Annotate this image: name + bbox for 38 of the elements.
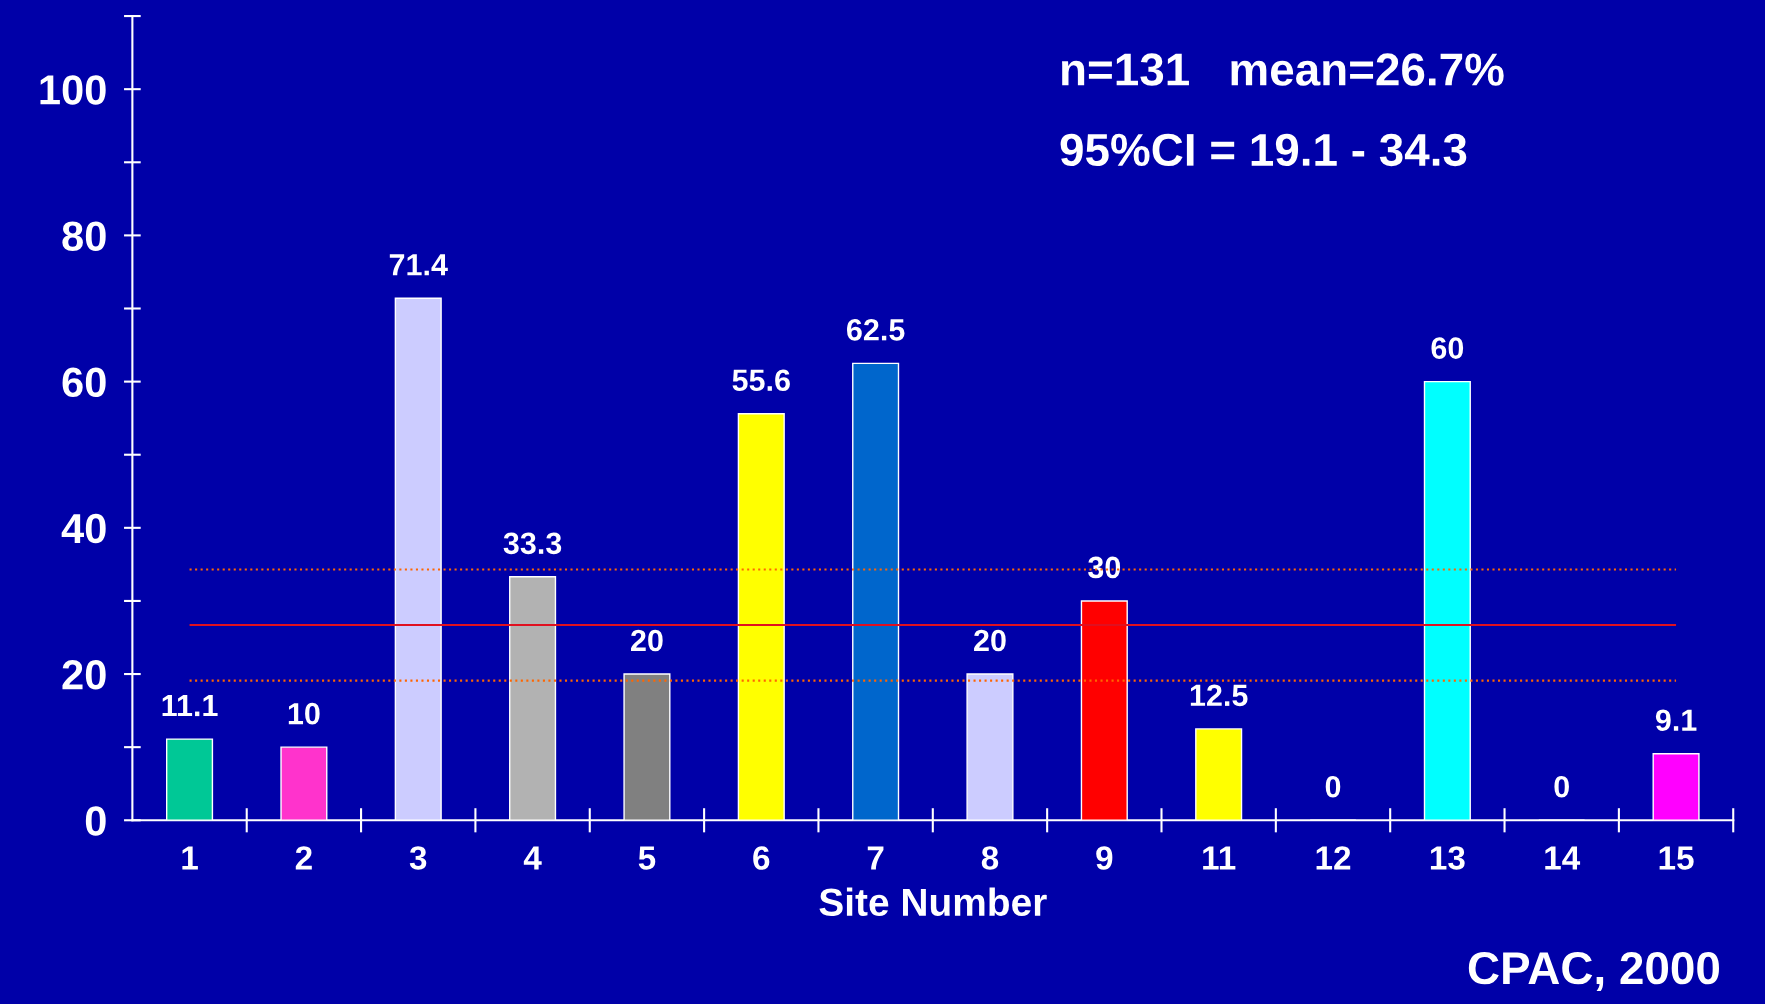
data-label: 11.1 [162,695,218,717]
x-tick-label: 7 [867,846,884,870]
x-tick-label: 5 [638,846,656,870]
data-label: 71.4 [389,254,448,276]
annotation: 95%CI = 19.1 - 34.3 [1060,133,1467,167]
y-tick-label: 0 [85,806,106,836]
data-label: 20 [631,629,663,652]
x-tick-label: 12 [1316,846,1351,870]
x-tick-label: 8 [981,846,999,870]
data-label: 62.5 [847,318,905,341]
x-tick-label: 11 [1203,846,1236,870]
x-tick-label: 6 [753,846,770,870]
data-label: 60 [1431,337,1464,359]
x-tick-label: 2 [295,846,312,870]
x-axis-title: Site Number [819,887,1047,917]
y-tick-label: 60 [62,367,106,398]
data-label: 12.5 [1190,684,1248,707]
annotation: n=131 mean=26.7% [1062,53,1504,86]
y-tick-label: 100 [40,75,106,105]
x-tick-label: 13 [1430,846,1465,870]
y-tick-label: 40 [61,513,106,544]
data-label: 0 [1325,775,1341,798]
data-label: 33.3 [503,532,562,555]
x-tick-label: 4 [523,846,542,870]
text: CPAC, 2000 [1468,951,1719,992]
data-label: 0 [1554,775,1569,798]
x-tick-label: 15 [1659,846,1694,870]
x-tick-label: 14 [1545,846,1581,870]
x-tick-label: 1 [182,846,198,870]
x-tick-label: 3 [409,846,427,870]
data-label: 9.1 [1655,709,1697,732]
x-tick-label: 9 [1096,846,1113,870]
y-tick-label: 80 [62,221,106,251]
y-tick-label: 20 [62,660,106,690]
data-label: 10 [288,702,320,725]
data-label: 20 [974,629,1006,652]
data-label: 30 [1088,556,1121,579]
data-label: 55.6 [732,369,790,392]
